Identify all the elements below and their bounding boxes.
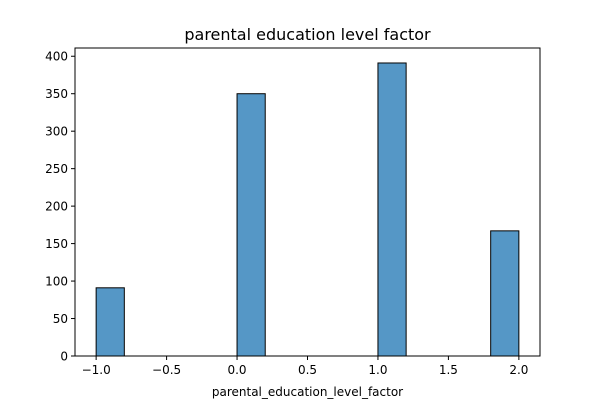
y-tick-label: 0 (60, 350, 68, 364)
y-tick-label: 50 (53, 312, 68, 326)
histogram-bar-4 (490, 230, 520, 357)
x-tick-label: 1.5 (439, 363, 458, 377)
y-tick-label: 350 (45, 87, 68, 101)
x-tick-label: 2.0 (509, 363, 528, 377)
plot-frame (74, 47, 541, 357)
x-axis-title: parental_education_level_factor (212, 385, 403, 399)
y-tick-label: 150 (45, 237, 68, 251)
y-tick-label: 100 (45, 275, 68, 289)
y-tick-label: 200 (45, 200, 68, 214)
y-axis-ticks: 0 50 100 150 200 250 300 350 400 (45, 50, 75, 364)
histogram-bar-2 (236, 93, 266, 357)
histogram-bar-3 (377, 62, 407, 357)
histogram-bar-1 (95, 287, 125, 357)
x-axis-ticks: −1.0 −0.5 0.0 0.5 1.0 1.5 2.0 (82, 356, 528, 377)
y-tick-label: 400 (45, 50, 68, 64)
x-tick-label: 0.5 (298, 363, 317, 377)
x-tick-label: −0.5 (152, 363, 181, 377)
y-tick-label: 250 (45, 162, 68, 176)
bars-group (95, 62, 520, 357)
x-tick-label: 0.0 (227, 363, 246, 377)
y-tick-label: 300 (45, 125, 68, 139)
x-tick-label: 1.0 (368, 363, 387, 377)
chart-title: parental education level factor (184, 25, 431, 44)
x-tick-label: −1.0 (82, 363, 111, 377)
